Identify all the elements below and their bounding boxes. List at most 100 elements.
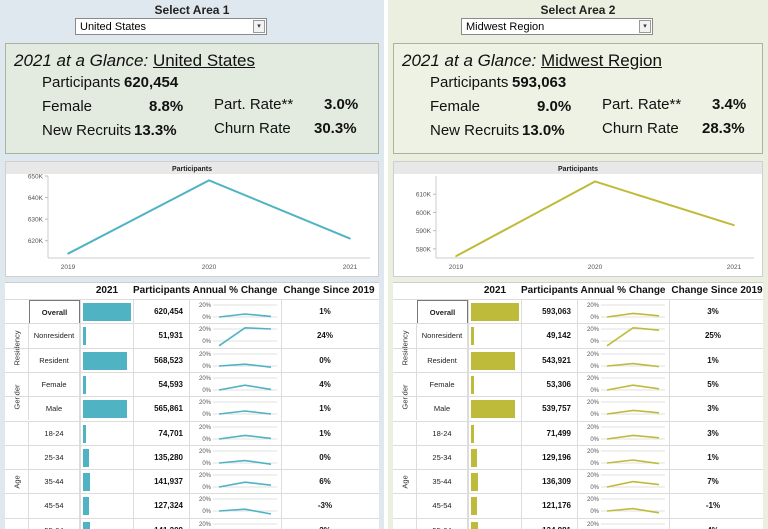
participants-bar xyxy=(471,473,478,492)
participants-bar xyxy=(83,473,90,492)
row-label: 25-34 xyxy=(29,445,80,470)
new-recruits-value: 13.3% xyxy=(134,122,177,139)
participants-bar xyxy=(83,351,127,370)
area-select-value: United States xyxy=(80,21,147,33)
annual-change-sparkline: 20% 0% xyxy=(191,373,279,397)
x-tick-label: 2021 xyxy=(727,264,742,271)
participants-value: 53,306 xyxy=(546,379,571,389)
spark-axis-bottom: 0% xyxy=(202,315,211,321)
participants-value: 129,196 xyxy=(542,452,571,462)
spark-axis-bottom: 0% xyxy=(590,437,599,443)
area-select-dropdown[interactable]: United States ▾ xyxy=(75,18,267,35)
spark-axis-top: 20% xyxy=(199,449,212,455)
new-recruits-label: New Recruits xyxy=(430,122,520,139)
change-since-2019-value: 3% xyxy=(707,428,719,438)
table-row: Resident 568,523 20% 0% 0% xyxy=(5,347,379,373)
row-label: 35-44 xyxy=(417,470,468,495)
dropdown-arrow-icon[interactable]: ▾ xyxy=(253,20,265,33)
table-row: Overall 620,454 20% 0% 1% xyxy=(5,299,379,324)
annual-change-sparkline: 20% 0% xyxy=(579,300,667,324)
participants-value: 49,142 xyxy=(546,331,571,341)
spark-line xyxy=(218,313,272,318)
row-label: Male xyxy=(417,397,468,422)
area-1-panel: Select Area 1 United States ▾ 2021 at a Gla… xyxy=(0,0,384,529)
spark-axis-bottom: 0% xyxy=(202,412,211,418)
spark-axis-bottom: 0% xyxy=(590,388,599,394)
annual-change-sparkline: 20% 0% xyxy=(191,470,279,494)
column-header: Change Since 2019 xyxy=(283,285,375,296)
participants-bar xyxy=(83,327,86,346)
change-since-2019-value: 1% xyxy=(319,404,331,414)
table-row: 25-34 129,196 20% 0% 1% xyxy=(393,444,763,470)
table-row: 18-24 71,499 20% 0% 3% xyxy=(393,420,763,446)
change-since-2019-value: 1% xyxy=(319,428,331,438)
data-point xyxy=(349,237,351,240)
spark-axis-top: 20% xyxy=(587,522,600,528)
table-row: 45-54 121,176 20% 0% -1% xyxy=(393,493,763,519)
female-label: Female xyxy=(430,98,481,115)
spark-axis-top: 20% xyxy=(587,303,600,309)
spark-axis-bottom: 0% xyxy=(590,315,599,321)
spark-axis-top: 20% xyxy=(587,497,600,503)
data-point xyxy=(455,255,457,257)
new-recruits-label: New Recruits xyxy=(42,122,132,139)
row-label: 18-24 xyxy=(417,421,468,446)
participants-value: 141,937 xyxy=(154,477,183,487)
row-label: Male xyxy=(29,397,80,422)
female-label: Female xyxy=(42,98,93,115)
dropdown-arrow-icon[interactable]: ▾ xyxy=(639,20,651,33)
column-header: Annual % Change xyxy=(580,285,666,296)
spark-axis-bottom: 0% xyxy=(202,364,211,370)
churn-rate-value: 28.3% xyxy=(702,120,745,137)
table-row: Overall 593,063 20% 0% 3% xyxy=(393,299,763,324)
glance-area-name: Midwest Region xyxy=(540,51,662,70)
line-chart-svg: Participants 620K 630K 640K 650K 2019 2020 2021 xyxy=(6,162,378,271)
column-header: Participants xyxy=(133,285,191,296)
spark-line xyxy=(218,481,272,488)
change-since-2019-value: 2% xyxy=(283,519,367,529)
x-tick-label: 2019 xyxy=(449,264,464,271)
participants-series-line xyxy=(455,180,735,258)
annual-change-sparkline: 20% 0% xyxy=(191,397,279,421)
participants-value: 134,881 xyxy=(519,519,571,529)
annual-change-sparkline: 20% 0% xyxy=(579,422,667,446)
glance-title: 2021 at a Glance: Midwest Region xyxy=(402,51,662,71)
spark-line xyxy=(606,480,660,488)
glance-prefix: 2021 at a Glance: xyxy=(402,51,537,70)
participants-value: 136,309 xyxy=(542,477,571,487)
change-since-2019-value: 1% xyxy=(319,307,331,316)
row-label: 45-54 xyxy=(417,494,468,519)
spark-line xyxy=(218,362,272,368)
participants-bar xyxy=(471,303,519,321)
change-since-2019-value: -3% xyxy=(317,501,333,511)
churn-rate-value: 30.3% xyxy=(314,120,357,137)
line-chart-svg: Participants 580K 590K 600K 610K 2019 2020 2021 xyxy=(394,162,762,271)
spark-axis-top: 20% xyxy=(199,376,212,382)
spark-axis-bottom: 0% xyxy=(202,388,211,394)
change-since-2019-value: 4% xyxy=(319,379,331,389)
row-label: Overall xyxy=(417,300,468,324)
spark-line xyxy=(606,362,660,367)
spark-axis-top: 20% xyxy=(587,400,600,406)
spark-line xyxy=(606,384,660,391)
participants-value: 74,701 xyxy=(158,428,183,438)
table-row: 18-24 74,701 20% 0% 1% xyxy=(5,420,379,446)
participants-label: Participants xyxy=(430,74,509,91)
change-since-2019-value: 3% xyxy=(707,404,719,414)
spark-axis-top: 20% xyxy=(199,400,212,406)
change-since-2019-value: 1% xyxy=(707,452,719,462)
area-select-dropdown[interactable]: Midwest Region ▾ xyxy=(461,18,653,35)
spark-axis-bottom: 0% xyxy=(590,412,599,418)
y-tick-label: 630K xyxy=(28,217,44,224)
data-point xyxy=(733,224,735,226)
annual-change-sparkline: 20% 0% xyxy=(191,324,279,348)
spark-line xyxy=(218,508,272,516)
spark-line xyxy=(606,409,660,415)
glance-area-name: United States xyxy=(152,51,256,70)
participants-bar xyxy=(471,521,478,529)
y-tick-label: 650K xyxy=(28,174,44,181)
spark-axis-top: 20% xyxy=(587,327,600,333)
row-label: Female xyxy=(29,372,80,397)
row-label: 55-64 xyxy=(417,518,468,529)
data-point xyxy=(208,179,210,182)
